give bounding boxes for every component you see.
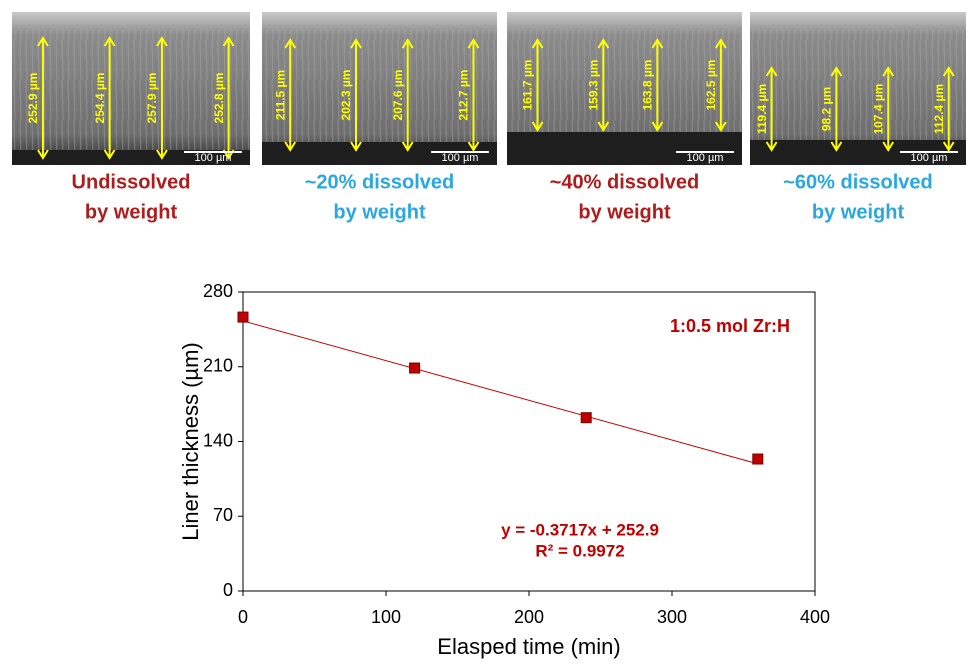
y-tick-label: 70 bbox=[213, 505, 233, 525]
measurement-label: 202.3 µm bbox=[339, 70, 353, 121]
figure: 252.9 µm 254.4 µm 257.9 µm 252.8 µm 100 µm Un… bbox=[0, 0, 976, 663]
measurement-label: 112.4 µm bbox=[932, 84, 946, 134]
x-tick-label: 400 bbox=[800, 607, 830, 627]
sem-panel: 211.5 µm 202.3 µm 207.6 µm 212.7 µm 100 µm bbox=[262, 12, 497, 165]
measurement-label: 252.9 µm bbox=[26, 73, 40, 124]
panel-caption: Undissolved bbox=[72, 171, 191, 193]
measurement-label: 162.5 µm bbox=[704, 60, 718, 111]
annotation: 1:0.5 mol Zr:H bbox=[670, 316, 790, 336]
sem-panel: 252.9 µm 254.4 µm 257.9 µm 252.8 µm 100 µm bbox=[12, 12, 250, 165]
plot-area bbox=[243, 292, 815, 591]
measurement-label: 98.2 µm bbox=[820, 87, 834, 131]
trend-equation: y = -0.3717x + 252.9 bbox=[501, 520, 659, 539]
panel-caption: by weight bbox=[333, 201, 426, 223]
measurement-label: 163.8 µm bbox=[641, 60, 655, 111]
y-tick-label: 0 bbox=[223, 580, 233, 600]
measurement-label: 257.9 µm bbox=[145, 73, 159, 124]
measurement-label: 119.4 µm bbox=[755, 84, 769, 134]
x-tick-label: 200 bbox=[514, 607, 544, 627]
sem-panel: 161.7 µm 159.3 µm 163.8 µm 162.5 µm 100 µm bbox=[507, 12, 742, 165]
sem-panel: 119.4 µm 98.2 µm 107.4 µm 112.4 µm 100 µm bbox=[750, 12, 966, 165]
measurement-label: 254.4 µm bbox=[93, 73, 107, 124]
scale-bar-label: 100 µm bbox=[911, 152, 948, 164]
panel-caption: ~20% dissolved bbox=[305, 171, 455, 193]
measurement-label: 207.6 µm bbox=[391, 70, 405, 121]
data-point bbox=[410, 363, 420, 373]
trendline bbox=[243, 321, 758, 464]
panel-caption: ~40% dissolved bbox=[550, 171, 700, 193]
measurement-label: 107.4 µm bbox=[871, 84, 885, 135]
scale-bar-label: 100 µm bbox=[442, 152, 479, 164]
panel-caption: ~60% dissolved bbox=[783, 171, 933, 193]
x-tick-label: 0 bbox=[238, 607, 248, 627]
trend-equation: R² = 0.9972 bbox=[535, 541, 624, 560]
page: 252.9 µm 254.4 µm 257.9 µm 252.8 µm 100 µm Un… bbox=[0, 0, 976, 668]
measurement-label: 159.3 µm bbox=[587, 60, 601, 111]
measurement-label: 161.7 µm bbox=[521, 60, 535, 111]
measurement-label: 212.7 µm bbox=[457, 70, 471, 121]
data-point bbox=[753, 454, 763, 464]
measurement-label: 211.5 µm bbox=[273, 70, 287, 120]
x-tick-label: 100 bbox=[371, 607, 401, 627]
x-axis-label: Elasped time (min) bbox=[437, 634, 620, 659]
measurement-label: 252.8 µm bbox=[212, 73, 226, 124]
y-tick-label: 210 bbox=[203, 356, 233, 376]
x-tick-label: 300 bbox=[657, 607, 687, 627]
panel-caption: by weight bbox=[578, 201, 671, 223]
scale-bar-label: 100 µm bbox=[687, 152, 724, 164]
data-point bbox=[238, 312, 248, 322]
y-axis-label: Liner thickness (µm) bbox=[178, 342, 203, 541]
data-point bbox=[581, 413, 591, 423]
y-tick-label: 140 bbox=[203, 430, 233, 450]
panel-caption: by weight bbox=[85, 201, 178, 223]
y-tick-label: 280 bbox=[203, 281, 233, 301]
scale-bar-label: 100 µm bbox=[195, 152, 232, 164]
panel-caption: by weight bbox=[812, 201, 905, 223]
